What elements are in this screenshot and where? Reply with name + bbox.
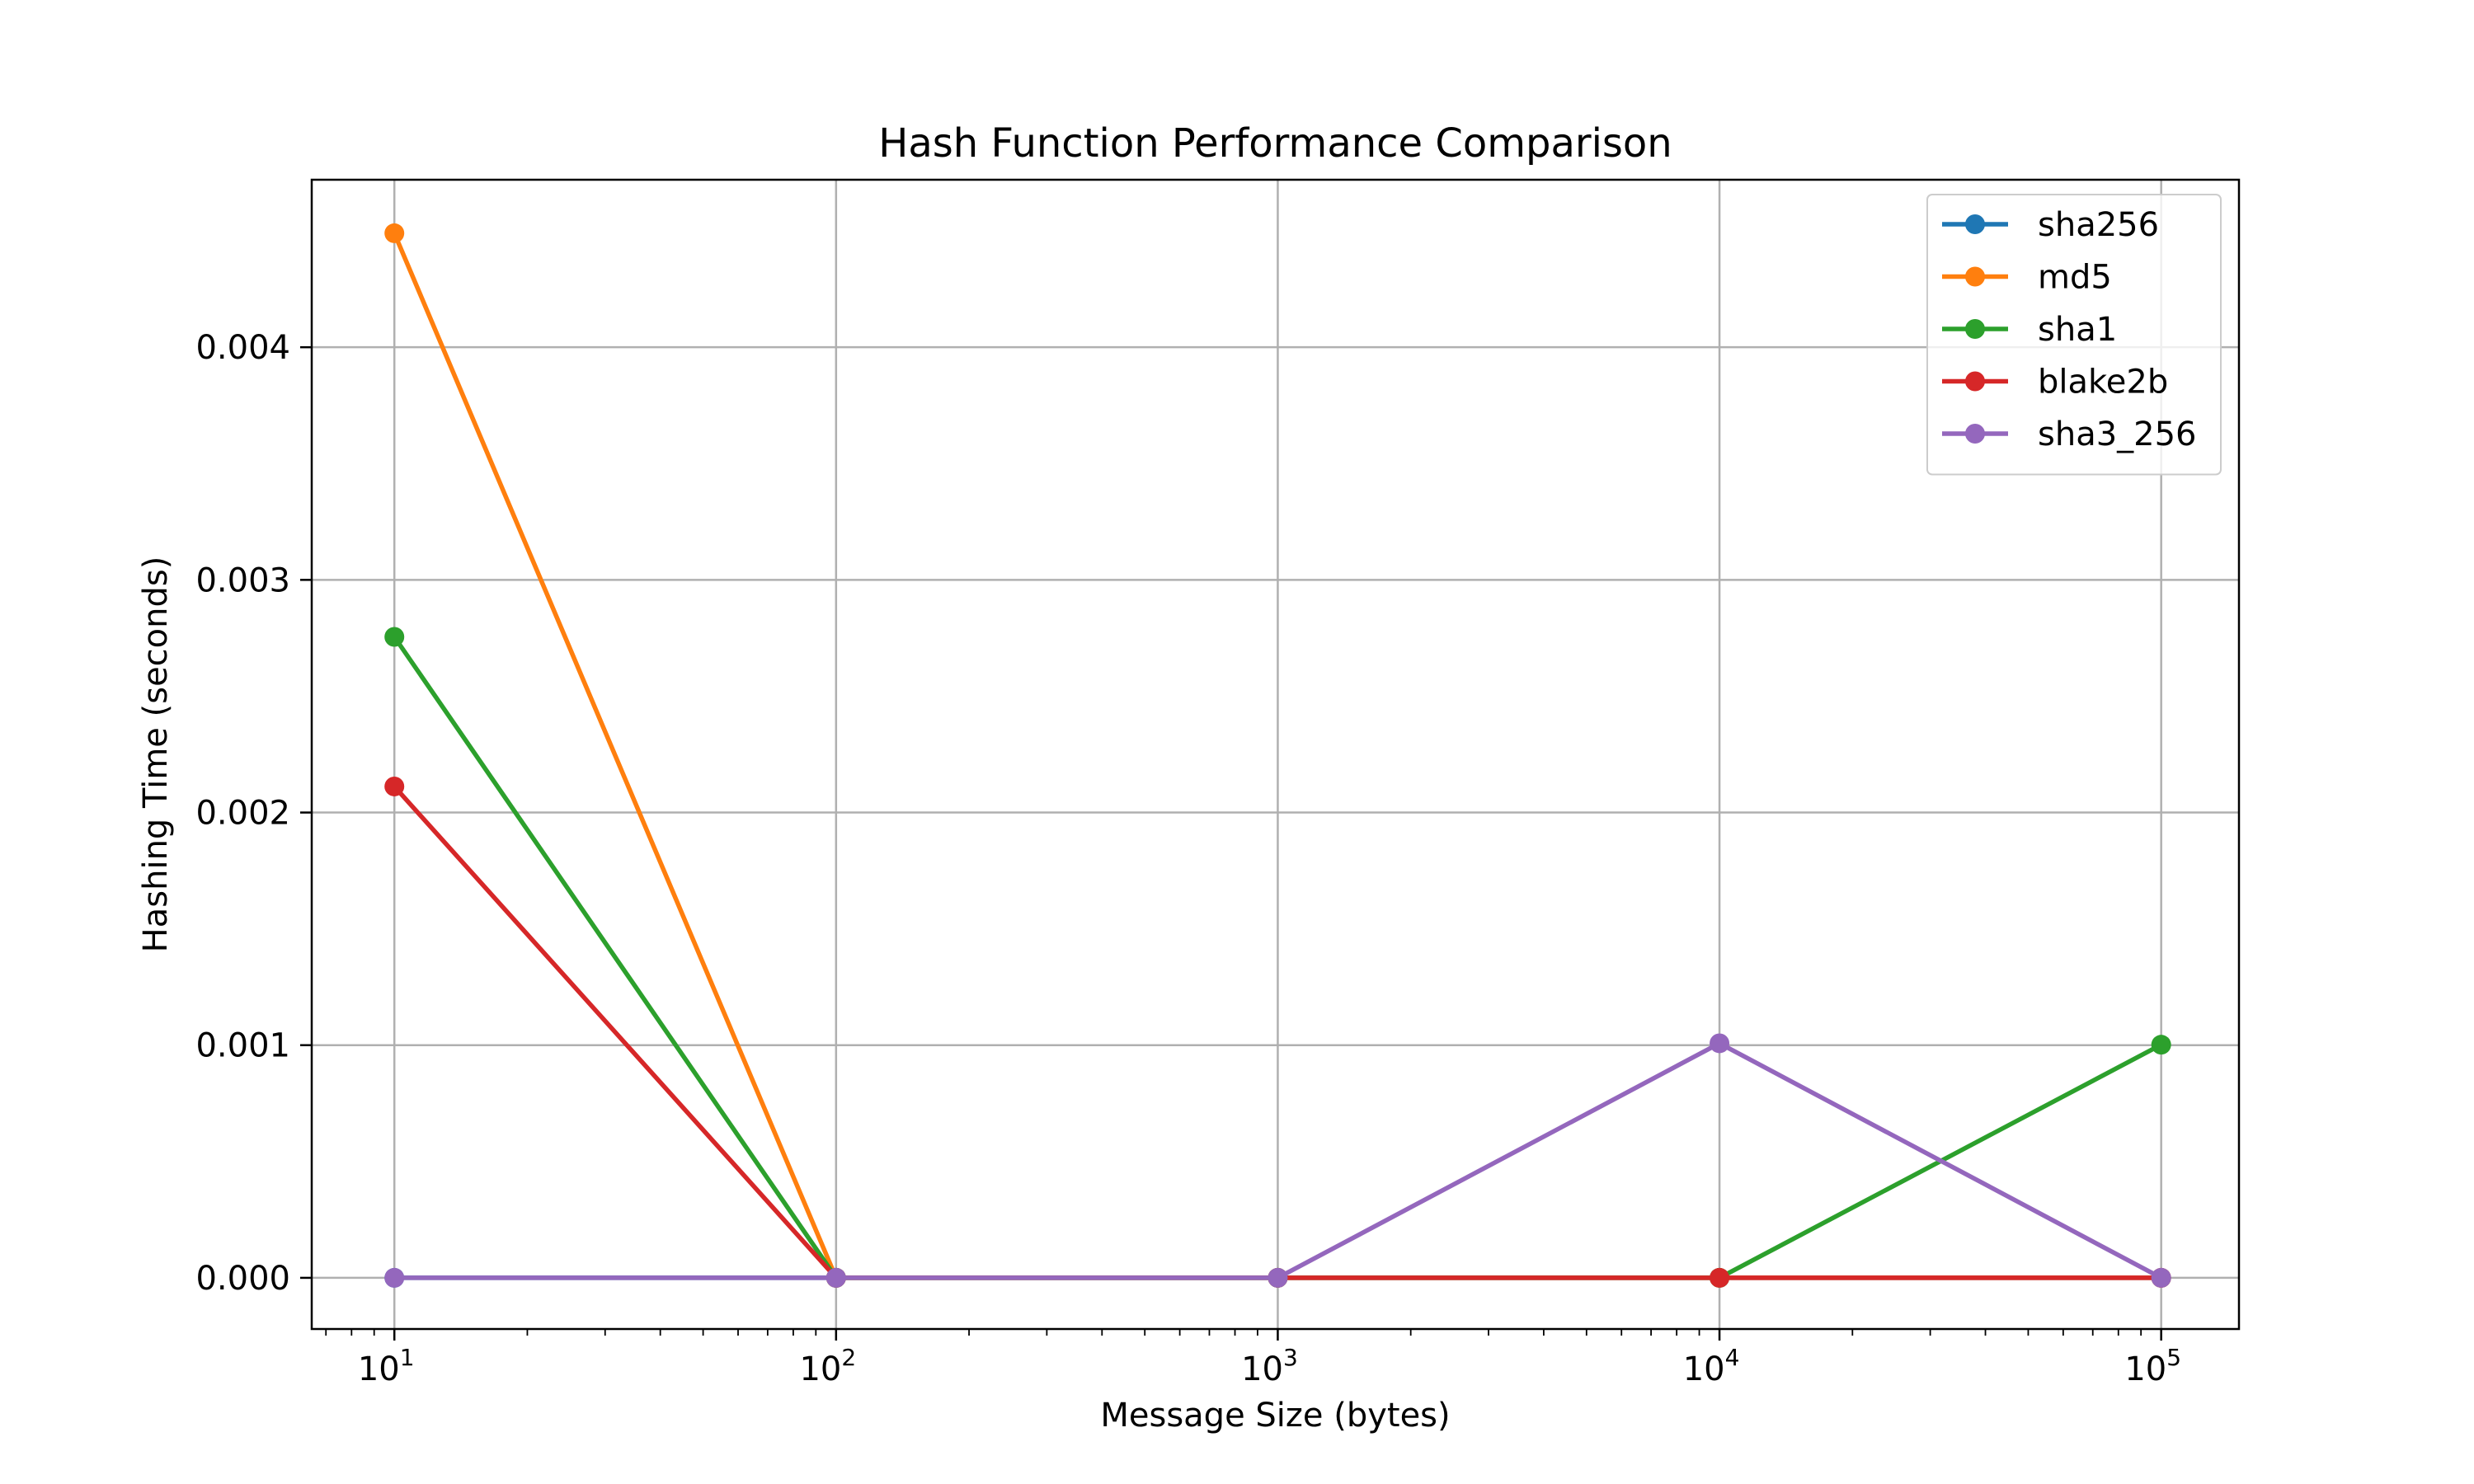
data-point-blake2b	[1710, 1267, 1730, 1288]
legend-marker-md5	[1965, 266, 1985, 287]
data-point-sha1	[2151, 1035, 2171, 1055]
x-tick-label: 104	[1683, 1344, 1740, 1388]
legend-marker-sha3_256	[1965, 424, 1985, 444]
legend-label-md5: md5	[2038, 259, 2112, 297]
x-tick-label: 103	[1241, 1344, 1298, 1388]
x-tick-label: 102	[799, 1344, 856, 1388]
series-sha3_256	[384, 1033, 2171, 1288]
data-point-sha1	[384, 627, 405, 647]
y-tick-label: 0.001	[195, 1027, 290, 1065]
y-tick-label: 0.002	[195, 795, 290, 833]
legend-entry-sha256: sha256	[1942, 206, 2159, 244]
axes-frame	[310, 178, 2241, 1331]
legend-label-sha3_256: sha3_256	[2038, 416, 2197, 453]
legend: sha256 md5 sha1 blake2b sha3_256	[1926, 194, 2222, 476]
data-point-sha3_256	[825, 1267, 846, 1288]
legend-entry-md5: md5	[1942, 259, 2112, 297]
legend-marker-sha1	[1965, 319, 1985, 339]
legend-label-sha256: sha256	[2038, 206, 2159, 244]
x-tick-label: 105	[2124, 1344, 2181, 1388]
x-axis-label: Message Size (bytes)	[1100, 1397, 1450, 1435]
y-axis-label: Hashing Time (seconds)	[137, 556, 175, 953]
ticks: 101 102 103 104 105 0.000 0.001 0.002 0.003 0.004	[195, 329, 2181, 1388]
legend-entry-sha1: sha1	[1942, 311, 2117, 349]
series-layer	[384, 223, 2171, 1288]
chart-title: Hash Function Performance Comparison	[878, 120, 1672, 167]
data-point-blake2b	[384, 776, 405, 796]
y-tick-label: 0.000	[195, 1260, 290, 1298]
y-tick-label: 0.003	[195, 561, 290, 599]
legend-label-blake2b: blake2b	[2038, 364, 2168, 402]
y-tick-label: 0.004	[195, 329, 290, 367]
x-tick-label: 101	[358, 1344, 415, 1388]
data-point-sha3_256	[1710, 1033, 1730, 1054]
data-point-sha3_256	[1268, 1267, 1288, 1288]
legend-entry-sha3_256: sha3_256	[1942, 416, 2197, 453]
legend-marker-blake2b	[1965, 371, 1985, 392]
legend-label-sha1: sha1	[2038, 311, 2117, 349]
legend-box	[1926, 194, 2222, 476]
data-point-md5	[384, 223, 405, 243]
data-point-sha3_256	[2151, 1267, 2171, 1288]
legend-entry-blake2b: blake2b	[1942, 364, 2168, 402]
legend-marker-sha256	[1965, 214, 1985, 234]
data-point-sha3_256	[384, 1267, 405, 1288]
